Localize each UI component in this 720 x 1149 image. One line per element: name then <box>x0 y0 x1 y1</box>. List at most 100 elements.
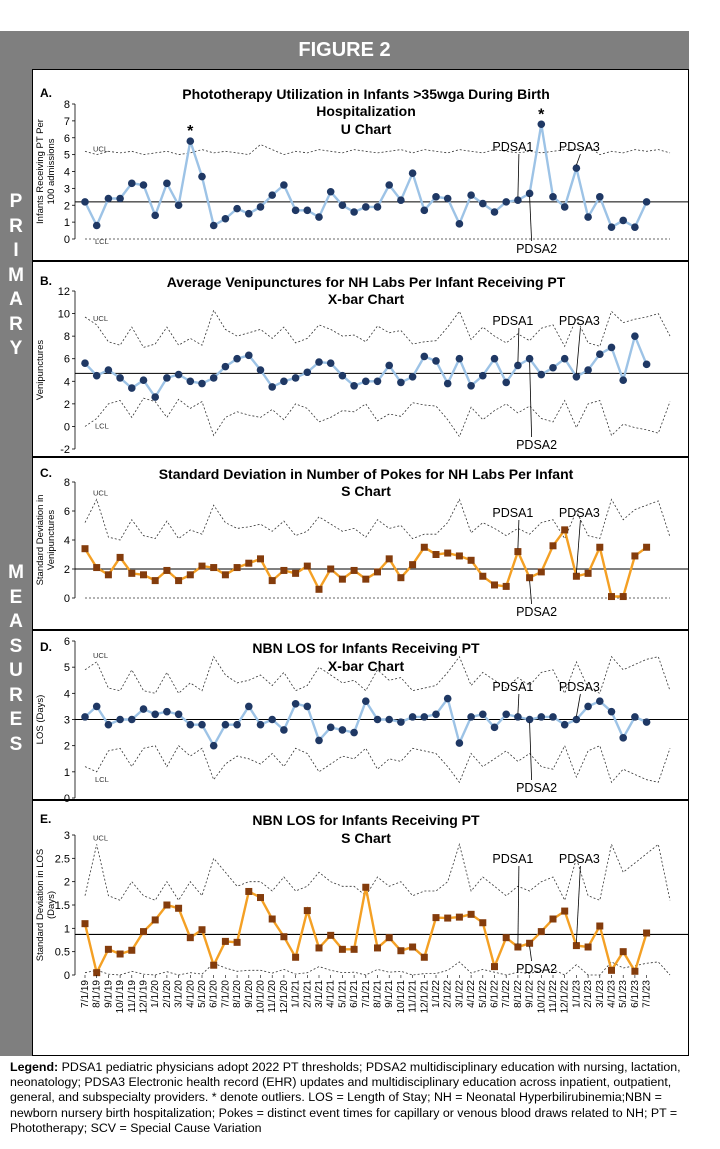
x-tick-label: 8/1/19 <box>92 980 103 1008</box>
data-point <box>549 363 557 372</box>
ucl-label: UCL <box>93 145 108 154</box>
panel-border <box>32 69 689 261</box>
y-axis-label: 100 admissions <box>46 138 57 204</box>
data-point <box>81 713 89 721</box>
data-point <box>245 702 253 711</box>
data-point <box>303 562 311 570</box>
ucl-label: UCL <box>93 488 108 497</box>
ucl-label: UCL <box>93 314 108 323</box>
side-label-measures: M E A S U R E S <box>0 461 32 1056</box>
annotation-pointer <box>517 327 520 363</box>
annotation-pdsa3: PDSA3 <box>559 314 600 328</box>
y-tick-label: 2 <box>64 741 70 753</box>
data-point <box>151 393 159 401</box>
chart-panel-5: 0 0.5 1 1.5 2 2.5 3 Standard Deviation in LOS (D… <box>32 800 689 1056</box>
data-point <box>432 357 440 365</box>
x-tick-label: 10/1/21 <box>396 980 407 1014</box>
data-point <box>607 707 616 716</box>
y-tick-label: 4 <box>64 167 70 179</box>
data-point <box>537 370 546 379</box>
figure-title: FIGURE 2 <box>0 31 689 69</box>
data-point <box>514 196 522 204</box>
data-point <box>443 194 452 203</box>
annotation-pointer <box>529 361 532 438</box>
data-point <box>291 700 300 708</box>
panel-border <box>32 630 689 800</box>
lcl-label: LCL <box>95 422 109 431</box>
x-tick-label: 9/1/20 <box>244 980 255 1008</box>
data-point <box>92 221 101 230</box>
data-point <box>561 526 569 534</box>
data-point <box>420 713 429 721</box>
lcl-line <box>84 397 671 438</box>
data-point <box>151 916 159 924</box>
legend-label: Legend: <box>10 1060 59 1074</box>
data-point <box>128 715 136 724</box>
y-tick-label: 8 <box>64 99 70 111</box>
ucl-label: UCL <box>93 651 108 660</box>
data-point <box>479 572 487 580</box>
data-point <box>467 910 475 918</box>
annotation-pdsa3: PDSA3 <box>559 680 600 694</box>
y-tick-label: 0 <box>64 421 70 433</box>
x-tick-label: 3/1/22 <box>454 980 465 1008</box>
data-point <box>502 198 511 206</box>
x-tick-label: 11/1/21 <box>408 980 419 1013</box>
y-tick-label: 5 <box>64 662 70 674</box>
chart-panel-2: -2 0 2 4 6 8 10 12 Venipunctures B. Average Venipu… <box>32 261 689 457</box>
data-point <box>338 726 347 734</box>
data-point <box>81 359 89 368</box>
y-tick-label: 0 <box>64 593 70 605</box>
lcl-line <box>84 961 671 976</box>
x-tick-label: 3/1/21 <box>314 980 325 1008</box>
data-point <box>198 379 206 388</box>
data-point <box>491 963 498 971</box>
data-point <box>409 943 417 951</box>
y-tick-label: 2 <box>64 564 70 576</box>
data-point <box>163 179 171 188</box>
data-point <box>631 552 639 560</box>
y-tick-label: 1.5 <box>55 900 70 912</box>
x-tick-label: 7/1/19 <box>80 980 91 1008</box>
data-point <box>479 919 487 927</box>
x-tick-label: 12/1/20 <box>279 980 290 1014</box>
x-tick-label: 6/1/22 <box>490 980 501 1008</box>
data-point <box>584 213 592 221</box>
x-tick-label: 8/1/21 <box>373 980 384 1008</box>
y-axis-label: Standard Deviation in LOS <box>35 849 46 961</box>
x-tick-label: 1/1/20 <box>150 980 161 1008</box>
x-tick-label: 6/1/20 <box>209 980 220 1008</box>
data-point <box>221 571 229 579</box>
data-point <box>596 543 604 551</box>
y-tick-label: 6 <box>64 506 70 518</box>
annotation-pdsa2: PDSA2 <box>516 605 557 619</box>
data-point <box>93 969 101 977</box>
data-point <box>292 953 300 961</box>
data-point <box>327 931 335 939</box>
data-point <box>467 556 475 564</box>
data-point <box>374 568 381 576</box>
annotation-pdsa3: PDSA3 <box>559 506 600 520</box>
data-point <box>537 120 546 129</box>
x-tick-label: 9/1/22 <box>525 980 536 1008</box>
data-point <box>444 914 452 922</box>
data-point <box>186 137 195 145</box>
data-point <box>209 741 218 750</box>
data-point <box>584 702 592 711</box>
outlier-marker: * <box>187 123 194 140</box>
data-point <box>221 937 229 945</box>
data-point <box>233 938 241 946</box>
x-axis-labels: 7/1/19 8/1/19 9/1/19 10/1/19 11/1/19 12/1/19 1… <box>80 975 653 1013</box>
panel-label: D. <box>40 640 52 654</box>
data-point <box>572 164 581 172</box>
data-point <box>455 552 463 560</box>
data-point <box>560 720 569 729</box>
data-point <box>572 715 581 724</box>
panel-label: A. <box>40 86 52 100</box>
annotation-pdsa2: PDSA2 <box>516 242 557 256</box>
data-point <box>619 216 627 225</box>
data-point <box>502 378 511 387</box>
data-point <box>257 894 264 902</box>
data-point <box>92 702 101 711</box>
data-point <box>93 564 101 572</box>
